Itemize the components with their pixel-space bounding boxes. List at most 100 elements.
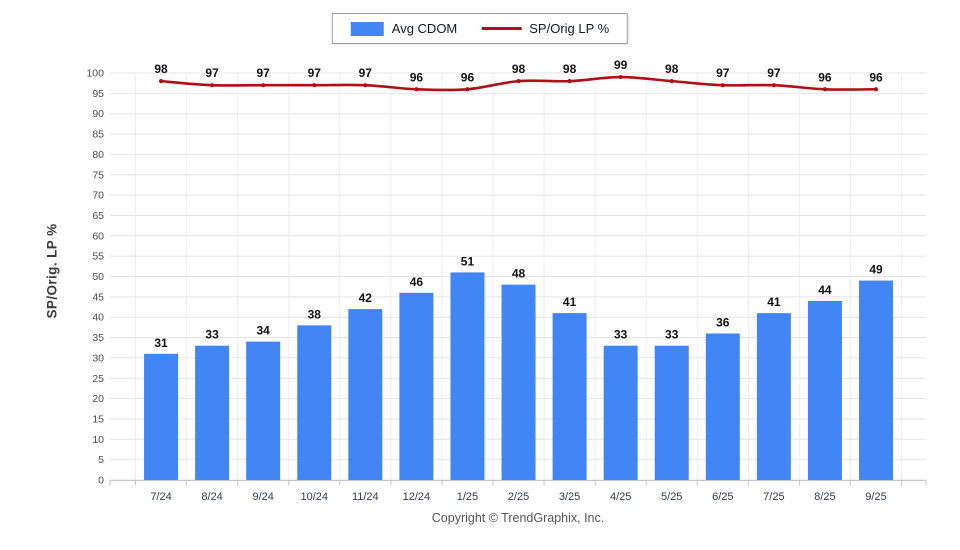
line-value-label: 96 — [818, 70, 832, 84]
x-axis-category-label: 10/24 — [300, 491, 328, 503]
bar — [859, 280, 894, 480]
x-axis-category-label: 11/24 — [352, 491, 379, 503]
y-axis-tick-label: 55 — [92, 251, 104, 263]
y-axis-tick-label: 90 — [92, 108, 104, 120]
line-point-marker — [669, 79, 674, 84]
x-axis-category-label: 12/24 — [403, 491, 431, 503]
legend-label: Avg CDOM — [391, 21, 458, 36]
bar-value-label: 46 — [410, 275, 424, 289]
line-value-label: 97 — [256, 66, 270, 80]
x-axis-category-label: 7/25 — [763, 491, 784, 503]
bar-value-label: 31 — [154, 336, 168, 350]
line-point-marker — [363, 83, 368, 88]
bar — [552, 313, 587, 480]
y-axis-tick-label: 85 — [92, 129, 104, 141]
x-axis-category-label: 2/25 — [508, 491, 529, 503]
y-axis-title: SP/Orig. LP % — [44, 223, 60, 319]
bar-value-label: 51 — [461, 254, 475, 268]
x-axis-category-label: 5/25 — [661, 491, 682, 503]
x-axis-category-label: 9/25 — [865, 491, 886, 503]
bar — [297, 325, 332, 480]
line-point-marker — [822, 87, 828, 92]
line-value-label: 98 — [665, 62, 679, 76]
bar — [399, 292, 434, 480]
y-axis-tick-label: 95 — [92, 88, 104, 100]
y-axis-tick-label: 70 — [92, 190, 104, 202]
bar-value-label: 49 — [869, 263, 883, 277]
line-value-label: 98 — [154, 62, 168, 76]
y-axis-tick-label: 50 — [92, 271, 104, 283]
line-value-label: 97 — [716, 66, 730, 80]
line-value-label: 96 — [869, 70, 883, 84]
bar — [144, 353, 179, 480]
bar-value-label: 41 — [767, 295, 781, 309]
bar — [501, 284, 536, 480]
y-axis-tick-label: 25 — [92, 373, 104, 385]
y-axis-tick-label: 10 — [92, 434, 104, 446]
y-axis-tick-label: 0 — [98, 475, 104, 487]
bar — [195, 345, 230, 480]
y-axis-tick-label: 60 — [92, 230, 104, 242]
bar — [246, 341, 281, 480]
x-axis-category-label: 1/25 — [457, 491, 478, 503]
line-value-label: 96 — [410, 70, 424, 84]
bar-value-label: 33 — [614, 328, 628, 342]
chart-legend: Avg CDOM SP/Orig LP % — [331, 13, 629, 44]
y-axis-tick-label: 35 — [92, 332, 104, 344]
bar — [603, 345, 638, 480]
line-value-label: 97 — [308, 66, 322, 80]
line-point-marker — [210, 83, 215, 88]
bar — [756, 313, 791, 480]
line-point-marker — [414, 87, 419, 92]
x-axis-category-label: 8/24 — [201, 491, 222, 503]
bar-value-label: 44 — [818, 283, 832, 297]
line-point-marker — [465, 87, 470, 92]
line-point-marker — [873, 87, 879, 92]
y-axis-tick-label: 30 — [92, 352, 104, 364]
line-point-marker — [771, 83, 776, 88]
y-axis-tick-label: 100 — [86, 68, 104, 80]
line-value-label: 98 — [512, 62, 526, 76]
x-axis-category-label: 8/25 — [814, 491, 835, 503]
bar-value-label: 36 — [716, 315, 730, 329]
line-point-marker — [516, 79, 521, 84]
bar — [807, 300, 842, 480]
line-value-label: 96 — [461, 70, 475, 84]
bar — [348, 309, 383, 480]
y-axis-tick-label: 20 — [92, 393, 104, 405]
y-axis-tick-label: 80 — [92, 149, 104, 161]
bar-value-label: 34 — [256, 324, 270, 338]
copyright-text: Copyright © TrendGraphix, Inc. — [431, 511, 605, 525]
bar-value-label: 33 — [665, 328, 679, 342]
x-axis-category-label: 6/25 — [712, 491, 733, 503]
y-axis-tick-label: 75 — [92, 169, 104, 181]
line-point-marker — [720, 83, 725, 88]
line-value-label: 97 — [359, 66, 373, 80]
bar-value-label: 38 — [308, 307, 322, 321]
line-point-marker — [261, 83, 266, 88]
line-point-marker — [312, 83, 317, 88]
y-axis-tick-label: 15 — [92, 413, 104, 425]
bar-value-label: 42 — [359, 291, 373, 305]
legend-item-sp-orig-lp: SP/Orig LP % — [481, 21, 609, 36]
bar — [654, 345, 689, 480]
line-point-marker — [618, 74, 623, 80]
line-series-swatch-icon — [481, 27, 522, 30]
x-axis-category-label: 9/24 — [252, 491, 273, 503]
line-value-label: 98 — [563, 62, 577, 76]
y-axis-tick-label: 65 — [92, 210, 104, 222]
legend-label: SP/Orig LP % — [529, 21, 610, 36]
bar-series-swatch-icon — [350, 21, 384, 36]
line-point-marker — [158, 79, 164, 84]
y-axis-tick-label: 45 — [92, 291, 104, 303]
legend-item-avg-cdom: Avg CDOM — [350, 21, 458, 36]
line-value-label: 99 — [614, 58, 628, 72]
bar-value-label: 41 — [563, 295, 577, 309]
bar — [450, 272, 485, 480]
y-axis-tick-label: 40 — [92, 312, 104, 324]
y-axis-tick-label: 5 — [98, 454, 104, 466]
line-value-label: 97 — [767, 66, 781, 80]
bar-value-label: 33 — [205, 328, 219, 342]
